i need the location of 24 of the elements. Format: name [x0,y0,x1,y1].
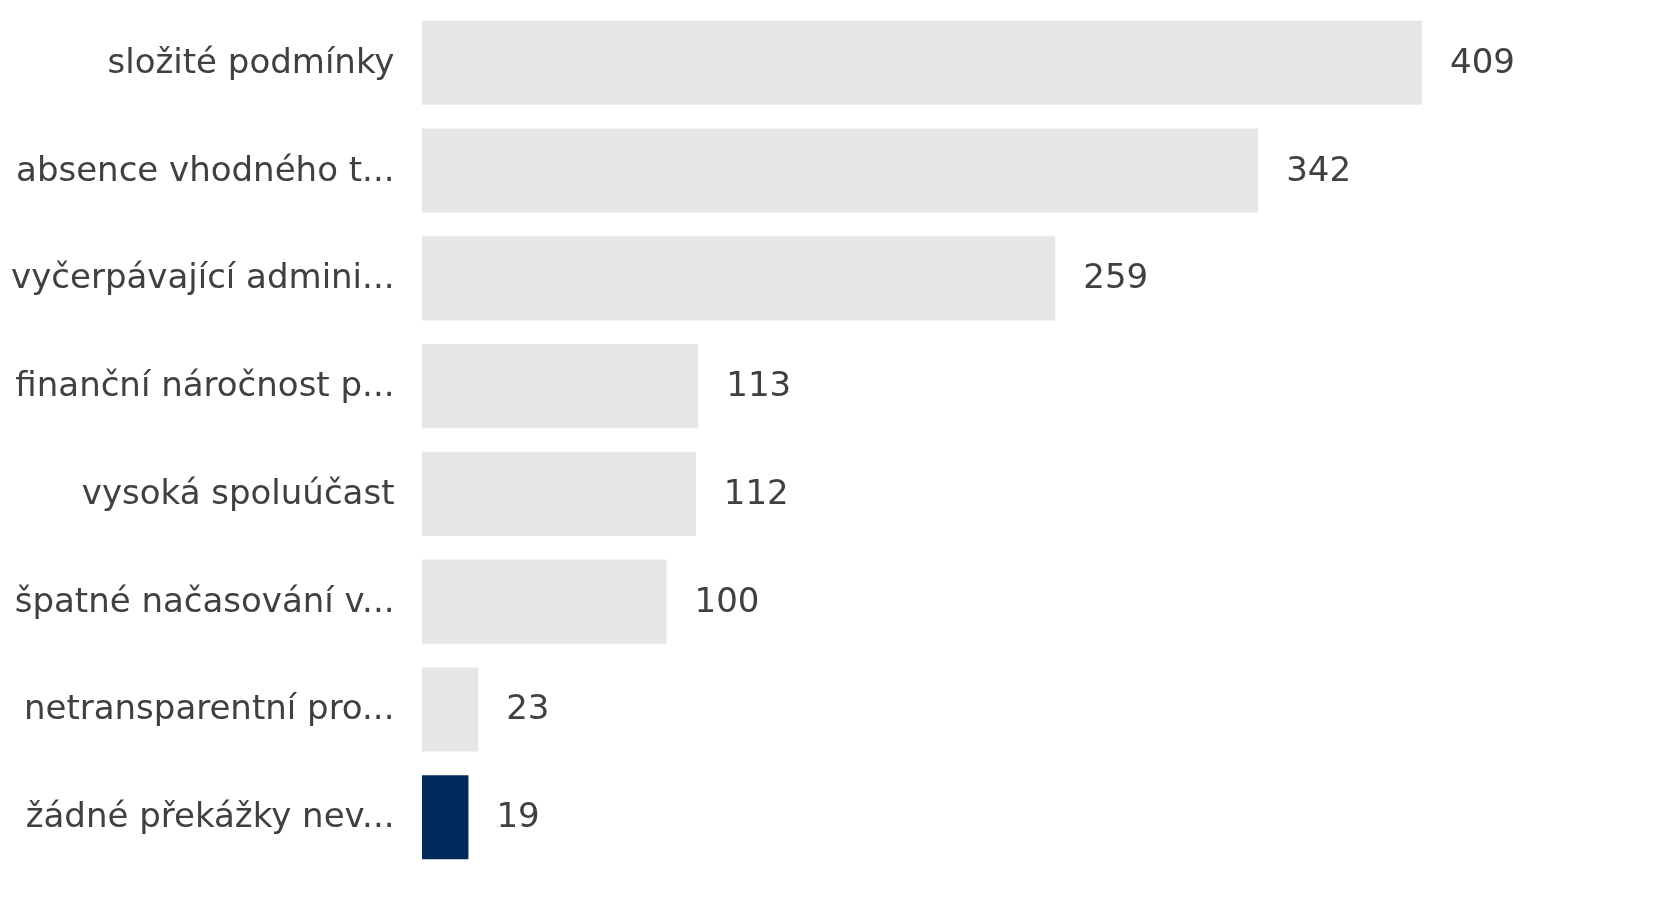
bar [422,775,469,860]
bar [422,128,1259,213]
bar [422,236,1056,321]
data-label: 342 [1286,148,1352,189]
data-label: 112 [723,471,789,512]
bar [422,20,1422,105]
y-tick-label: složité podmínky [107,40,395,81]
data-label: 19 [496,795,540,836]
y-tick-label: finanční náročnost p... [15,364,395,405]
data-label: 113 [726,364,792,405]
y-tick-label: netransparentní pro... [23,687,395,728]
y-tick-label: absence vhodného t... [16,148,395,189]
bar [422,451,696,536]
y-tick-label: špatné načasování v... [14,579,395,620]
bar [422,344,699,429]
data-label: 409 [1450,40,1515,81]
y-tick-label: vysoká spoluúčast [81,471,395,512]
data-label: 100 [694,579,760,620]
bar [422,559,667,644]
bar [422,667,479,752]
data-label: 23 [506,687,550,728]
data-label: 259 [1083,256,1149,297]
y-tick-label: vyčerpávající admini... [11,256,395,297]
y-tick-label: žádné překážky nev... [25,795,395,836]
